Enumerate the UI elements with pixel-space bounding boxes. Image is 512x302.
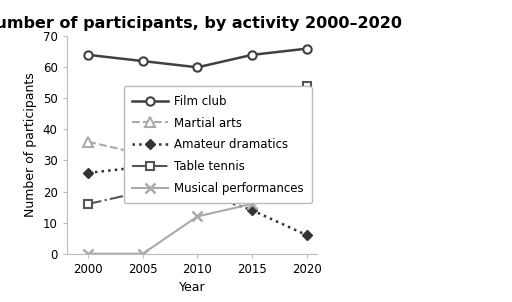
- Table tennis: [249, 146, 255, 150]
- Martial arts: [249, 146, 255, 150]
- Amateur dramatics: [86, 171, 92, 175]
- Martial arts: [86, 140, 92, 144]
- Line: Amateur dramatics: Amateur dramatics: [85, 163, 310, 239]
- Table tennis: [86, 202, 92, 206]
- Musical performances: [86, 252, 92, 255]
- Amateur dramatics: [140, 165, 146, 169]
- Martial arts: [195, 134, 201, 137]
- Line: Martial arts: Martial arts: [83, 131, 311, 159]
- Amateur dramatics: [195, 190, 201, 193]
- Film club: [249, 53, 255, 57]
- Martial arts: [304, 140, 310, 144]
- Title: Number of participants, by activity 2000–2020: Number of participants, by activity 2000…: [0, 16, 402, 31]
- Film club: [86, 53, 92, 57]
- Y-axis label: Number of participants: Number of participants: [24, 72, 37, 217]
- Amateur dramatics: [304, 233, 310, 237]
- Table tennis: [195, 190, 201, 193]
- Table tennis: [304, 84, 310, 88]
- Musical performances: [304, 193, 310, 197]
- Table tennis: [140, 190, 146, 193]
- Musical performances: [249, 202, 255, 206]
- Legend: Film club, Martial arts, Amateur dramatics, Table tennis, Musical performances: Film club, Martial arts, Amateur dramati…: [124, 86, 311, 204]
- Line: Musical performances: Musical performances: [83, 190, 311, 259]
- Line: Table tennis: Table tennis: [84, 82, 311, 208]
- X-axis label: Year: Year: [179, 281, 205, 294]
- Film club: [195, 66, 201, 69]
- Martial arts: [140, 153, 146, 156]
- Musical performances: [140, 252, 146, 255]
- Amateur dramatics: [249, 208, 255, 212]
- Film club: [140, 59, 146, 63]
- Film club: [304, 47, 310, 50]
- Line: Film club: Film club: [84, 44, 311, 72]
- Musical performances: [195, 215, 201, 218]
